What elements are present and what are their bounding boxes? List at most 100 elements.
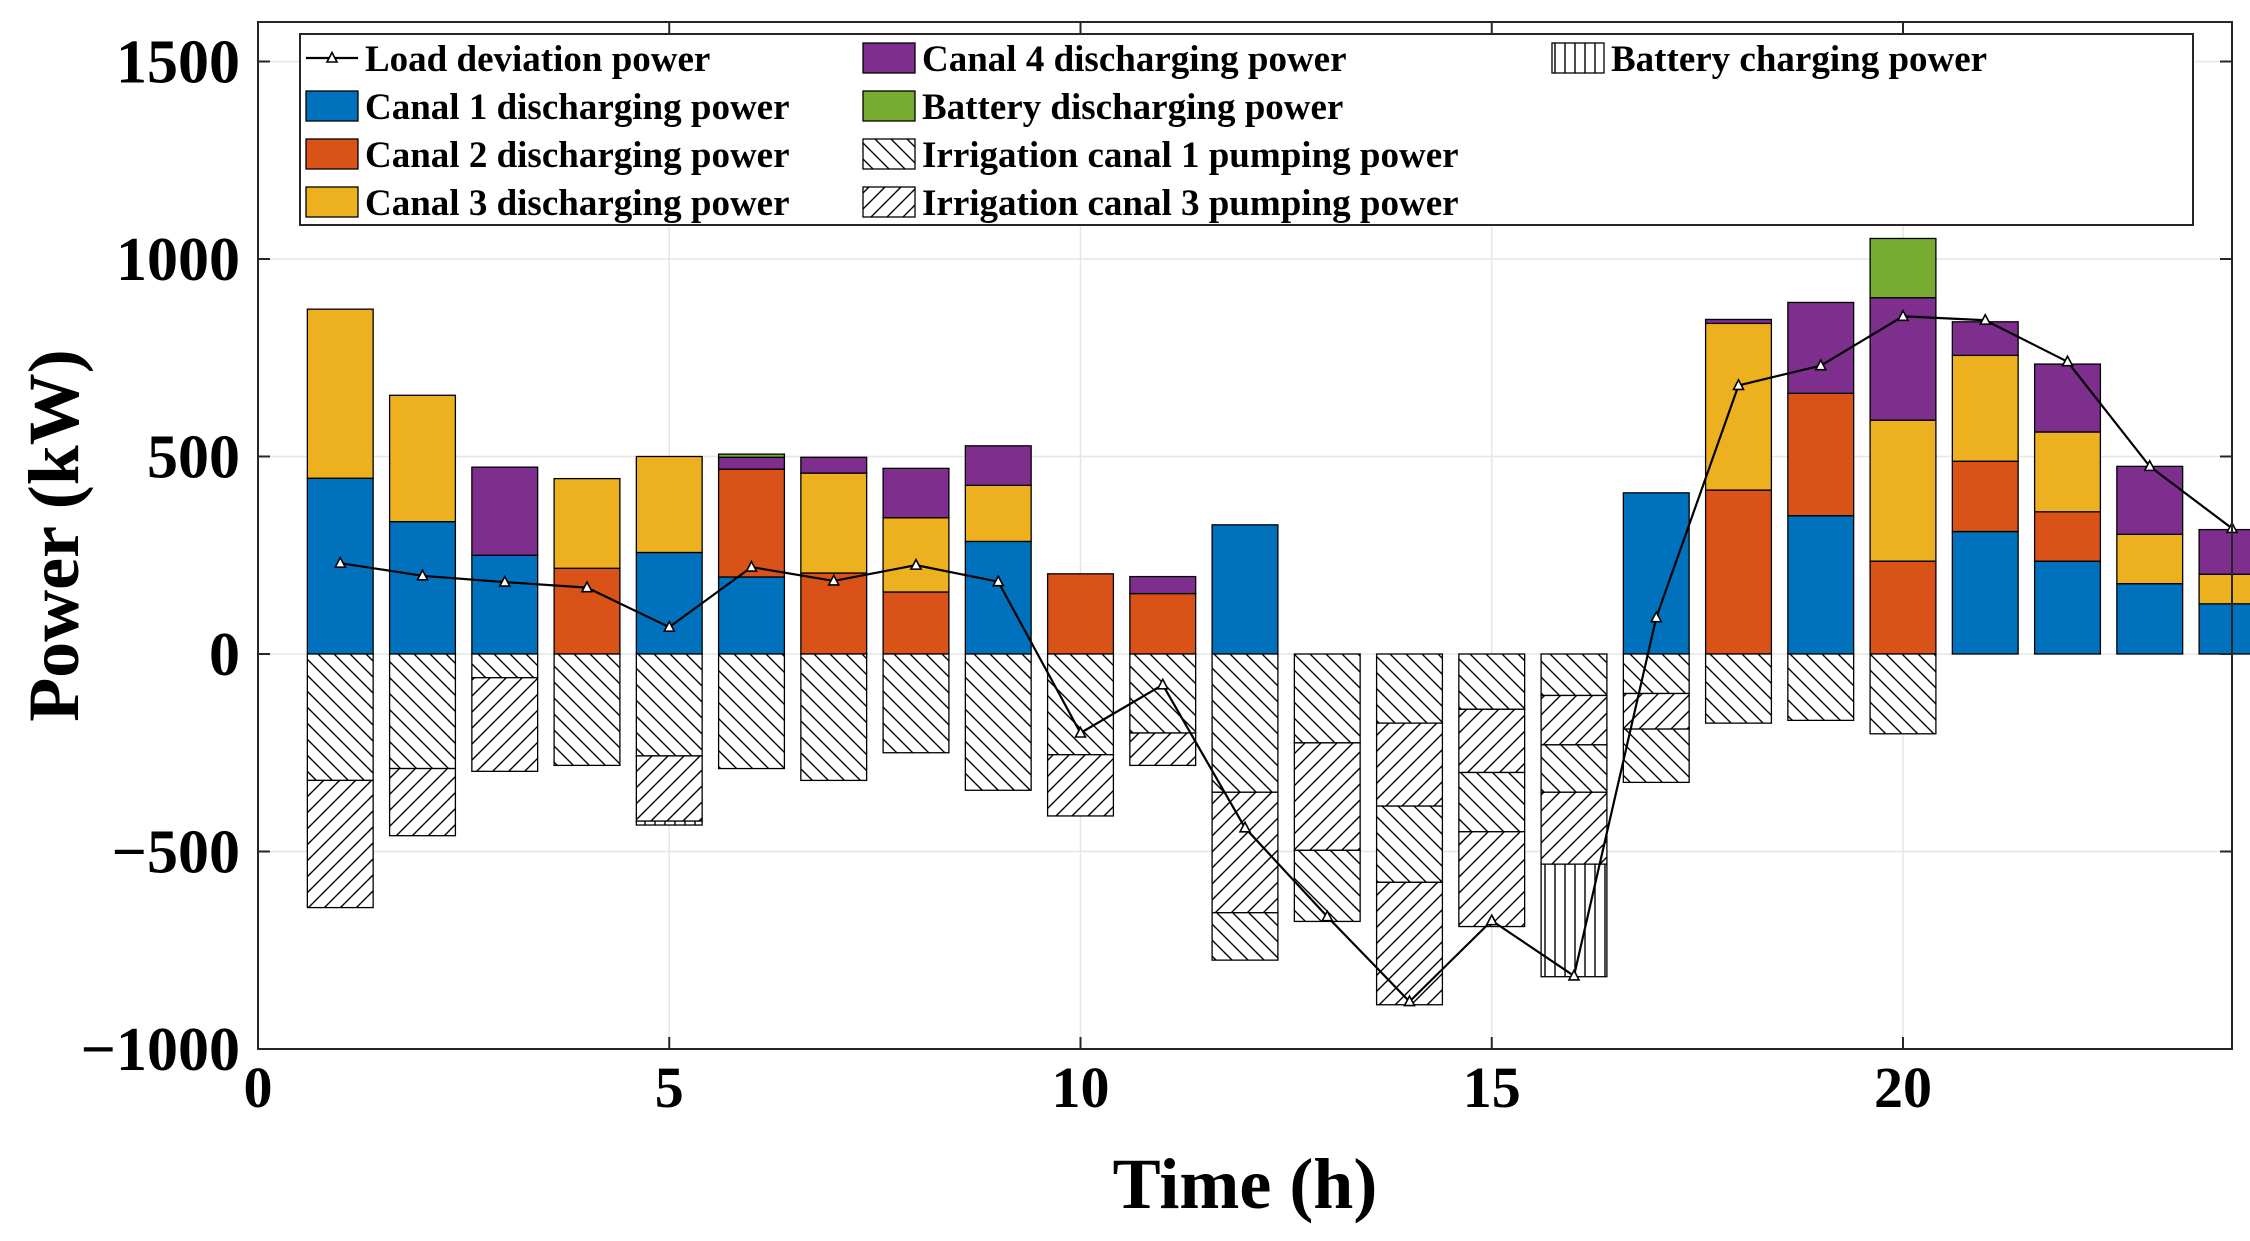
- bar-irrigation-canal-1-pumping-power-h16: [1540, 653, 1608, 697]
- bar-canal-3-discharging-power-h1: [306, 308, 374, 479]
- load-deviation-point: [2061, 354, 2074, 367]
- load-deviation-point: [745, 559, 758, 572]
- legend-item-irrigation-canal-3-pumping-power: Irrigation canal 3 pumping power: [862, 183, 1459, 224]
- bar-canal-4-discharging-power-h18: [1704, 318, 1773, 325]
- load-deviation-point: [1156, 677, 1170, 690]
- bar-canal-2-discharging-power-h6: [717, 468, 786, 578]
- bar-irrigation-canal-1-pumping-power-h18: [1704, 653, 1773, 724]
- y-tick-label: −1000: [81, 1016, 240, 1084]
- legend-swatch: [305, 90, 359, 122]
- bar-canal-2-discharging-power-h18: [1704, 489, 1773, 655]
- bar-irrigation-canal-1-pumping-power-h6: [717, 653, 786, 770]
- x-axis-label: Time (h): [1113, 1144, 1378, 1224]
- bar-canal-3-discharging-power-h2: [388, 394, 457, 523]
- legend-box: [299, 33, 2194, 226]
- bar-battery-discharging-power-h20: [1869, 237, 1937, 299]
- bar-canal-4-discharging-power-h23: [2116, 465, 2184, 535]
- x-tick-label: 15: [1463, 1055, 1521, 1120]
- bar-irrigation-canal-1-pumping-power-2-h17: [1622, 728, 1690, 784]
- bar-canal-2-discharging-power-h21: [1951, 460, 2019, 533]
- legend-item-battery-discharging-power: Battery discharging power: [862, 87, 1343, 128]
- x-tick-label: 10: [1052, 1055, 1110, 1120]
- bars: [306, 237, 2250, 1006]
- load-deviation-point: [1978, 313, 1992, 326]
- bar-irrigation-canal-3-pumping-power-h3: [471, 677, 539, 772]
- x-tick-label: 20: [1874, 1055, 1932, 1120]
- legend-item-load-deviation-power: Load deviation power: [306, 39, 710, 80]
- y-tick-label: 0: [209, 621, 240, 689]
- bar-canal-3-discharging-power-h9: [964, 484, 1032, 543]
- y-tick-label: 500: [147, 424, 240, 492]
- load-deviation-polyline: [340, 315, 2233, 1004]
- legend-item-canal-3-discharging-power: Canal 3 discharging power: [305, 183, 790, 224]
- bar-irrigation-canal-1-pumping-power-h4: [553, 653, 621, 767]
- legend-label: Irrigation canal 3 pumping power: [922, 183, 1459, 224]
- y-axis-label: Power (kW): [14, 349, 94, 722]
- legend-label: Canal 2 discharging power: [365, 135, 790, 176]
- bar-irrigation-canal-1-pumping-power-h5: [635, 653, 703, 757]
- legend-swatch: [862, 90, 916, 122]
- bar-canal-4-discharging-power-h22: [2033, 363, 2102, 433]
- legend-label: Canal 4 discharging power: [922, 39, 1347, 80]
- bar-irrigation-canal-3-pumping-power-h2: [388, 767, 457, 837]
- load-deviation-point: [1320, 909, 1334, 922]
- bar-irrigation-canal-1-pumping-power-h10: [1046, 653, 1115, 756]
- bar-canal-1-discharging-power-h21: [1951, 530, 2019, 655]
- load-deviation-point: [498, 574, 512, 587]
- bar-irrigation-canal-1-pumping-power-h1: [306, 653, 374, 782]
- bar-irrigation-canal-1-pumping-power-h8: [882, 653, 950, 754]
- y-tick-label: 1000: [116, 226, 240, 294]
- bar-irrigation-canal-3-pumping-power-h17: [1622, 692, 1690, 730]
- bar-battery-charging-power-h5: [635, 820, 703, 826]
- bar-canal-3-discharging-power-h23: [2116, 533, 2184, 585]
- bar-canal-1-discharging-power-h3: [471, 554, 539, 655]
- plot-frame: [257, 21, 2233, 1050]
- x-tick-label: 0: [244, 1055, 273, 1120]
- legend-marker: [325, 50, 339, 63]
- load-deviation-point: [991, 574, 1005, 587]
- legend-label: Battery discharging power: [922, 87, 1343, 128]
- legend-item-battery-charging-power: Battery charging power: [1551, 39, 1987, 80]
- bar-canal-2-discharging-power-h7: [800, 572, 868, 655]
- load-deviation-point: [1074, 725, 1087, 738]
- bar-battery-discharging-power-h6: [717, 453, 786, 458]
- load-deviation-point: [1732, 378, 1745, 391]
- bar-irrigation-canal-3-pumping-power-h11: [1129, 732, 1197, 767]
- load-deviation-point: [1238, 820, 1252, 833]
- bar-irrigation-canal-1-pumping-power-h3: [471, 653, 539, 679]
- bar-canal-1-discharging-power-h23: [2116, 583, 2184, 655]
- load-deviation-point: [1814, 358, 1828, 371]
- bar-irrigation-canal-1-pumping-power-h11: [1129, 653, 1197, 734]
- bar-irrigation-canal-3-pumping-power-2-h14: [1375, 881, 1444, 1006]
- load-deviation-line: [333, 309, 2239, 1007]
- bar-irrigation-canal-1-pumping-power-h2: [388, 653, 457, 770]
- load-deviation-point: [827, 573, 841, 586]
- bar-canal-2-discharging-power-h10: [1046, 573, 1115, 655]
- bar-irrigation-canal-3-pumping-power-h16: [1540, 694, 1608, 746]
- bar-canal-4-discharging-power-h8: [882, 467, 950, 519]
- load-deviation-point: [909, 557, 923, 570]
- legend-label: Canal 3 discharging power: [365, 183, 790, 224]
- bar-irrigation-canal-1-pumping-power-2-h14: [1375, 805, 1444, 883]
- x-tick-label: 5: [655, 1055, 684, 1120]
- bar-canal-4-discharging-power-h3: [471, 466, 539, 556]
- bar-canal-1-discharging-power-h12: [1211, 524, 1279, 655]
- bar-canal-1-discharging-power-h24: [2198, 603, 2250, 655]
- bar-canal-3-discharging-power-h8: [882, 517, 950, 593]
- load-deviation-point: [1567, 968, 1581, 981]
- bar-canal-4-discharging-power-h11: [1129, 575, 1197, 595]
- bar-irrigation-canal-3-pumping-power-h10: [1046, 754, 1115, 817]
- bar-canal-3-discharging-power-h21: [1951, 354, 2019, 462]
- bar-canal-3-discharging-power-h18: [1704, 322, 1773, 491]
- bar-irrigation-canal-3-pumping-power-2-h16: [1540, 791, 1608, 865]
- bar-irrigation-canal-3-pumping-power-h15: [1458, 708, 1526, 774]
- legend-swatch: [862, 42, 916, 74]
- bar-irrigation-canal-1-pumping-power-2-h12: [1211, 912, 1279, 961]
- bar-irrigation-canal-1-pumping-power-h20: [1869, 653, 1937, 735]
- bar-canal-2-discharging-power-h19: [1787, 392, 1855, 517]
- bar-canal-1-discharging-power-h2: [388, 521, 457, 655]
- load-deviation-point: [1485, 913, 1499, 926]
- bar-canal-3-discharging-power-h4: [553, 477, 621, 569]
- load-deviation-point: [416, 568, 429, 581]
- bar-canal-3-discharging-power-h20: [1869, 419, 1937, 562]
